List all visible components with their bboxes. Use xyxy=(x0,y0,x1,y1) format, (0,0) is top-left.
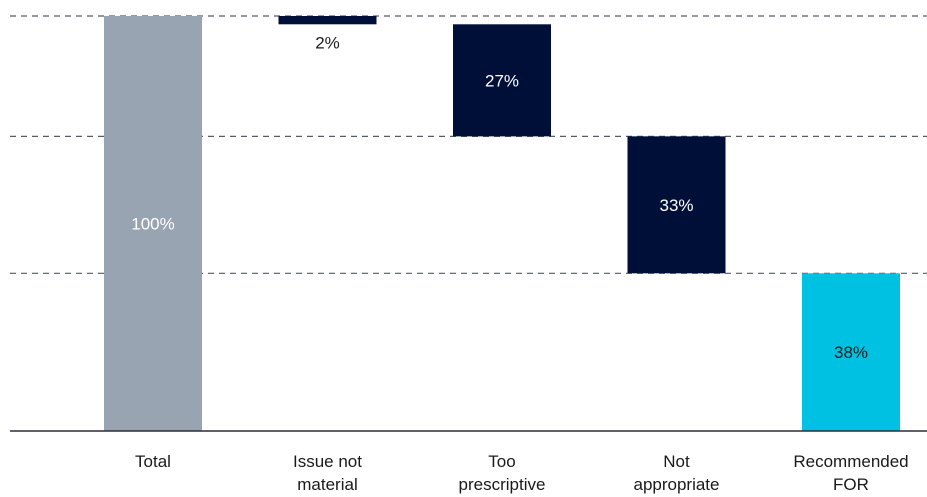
x-tick-label: Not appropriate xyxy=(633,452,719,494)
data-label: 27% xyxy=(485,71,519,90)
data-label: 38% xyxy=(834,343,868,362)
x-tick-label: Too prescriptive xyxy=(459,452,546,494)
bar-recommended-for xyxy=(802,273,900,431)
data-label: 100% xyxy=(131,215,174,234)
data-label: 2% xyxy=(315,33,340,52)
data-label: 33% xyxy=(659,196,693,215)
x-tick-label: Recommended FOR xyxy=(793,452,908,494)
bar-too-prescriptive xyxy=(453,24,551,137)
bars: 100% 2% 27% 33% 38% xyxy=(104,16,900,431)
x-tick-labels: Total Issue not material Too prescriptive Not… xyxy=(135,452,909,494)
gridlines xyxy=(10,15,927,274)
bar-total xyxy=(104,16,202,431)
x-tick-label: Total xyxy=(135,452,171,471)
bar-not-appropriate xyxy=(627,136,726,274)
x-tick-label: Issue not material xyxy=(293,452,362,494)
bar-issue-not-material xyxy=(278,16,377,25)
